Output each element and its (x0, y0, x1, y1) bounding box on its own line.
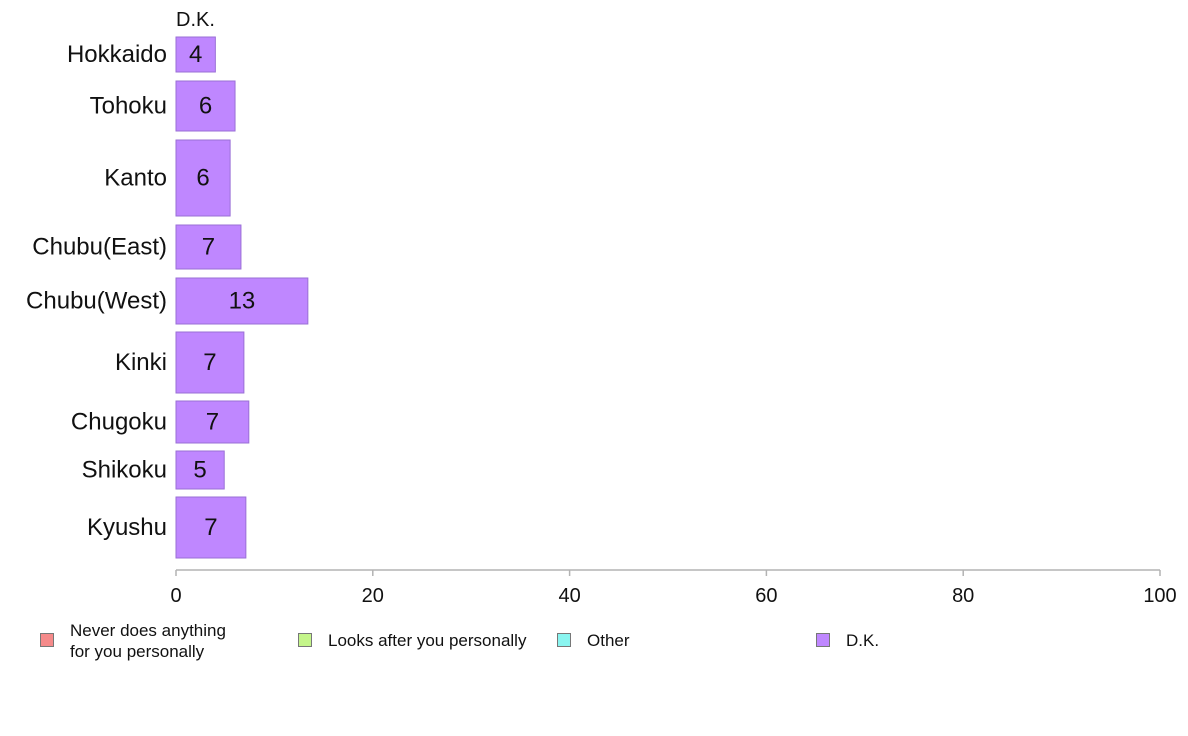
category-label-tohoku: Tohoku (90, 93, 167, 120)
legend-item-other: Other (557, 630, 630, 651)
x-tick-label-60: 60 (755, 585, 777, 607)
legend-label-never-does-anything: Never does anything for you personally (70, 621, 226, 661)
legend-swatch-dk (816, 633, 830, 647)
category-label-shikoku: Shikoku (82, 457, 167, 484)
value-label-tohoku: 6 (199, 93, 212, 120)
series-title: D.K. (176, 9, 215, 31)
x-tick-label-20: 20 (362, 585, 384, 607)
category-label-chugoku: Chugoku (71, 409, 167, 436)
bar-kanto (175, 139, 231, 217)
bar-tohoku (175, 80, 236, 132)
bar-chubu-west (175, 277, 309, 325)
legend-item-dk: D.K. (816, 630, 879, 651)
x-axis: 0 20 40 60 80 100 (170, 569, 1177, 607)
category-label-chubu-east: Chubu(East) (32, 234, 167, 261)
category-label-kanto: Kanto (104, 165, 167, 192)
bar-kinki (175, 331, 245, 394)
bar-shikoku (175, 450, 225, 490)
bar-chubu-east (175, 224, 242, 270)
legend-swatch-other (557, 633, 571, 647)
legend-label-looks-after-you: Looks after you personally (328, 631, 527, 650)
legend-swatch-never-does-anything (40, 633, 54, 647)
x-tick-label-0: 0 (170, 585, 181, 607)
value-label-shikoku: 5 (193, 457, 206, 484)
legend-item-looks-after-you: Looks after you personally (298, 630, 526, 651)
legend-item-never-does-anything: Never does anything for you personally (40, 620, 226, 662)
value-label-chubu-west: 13 (229, 288, 256, 315)
category-label-hokkaido: Hokkaido (67, 41, 167, 68)
bar-chart: D.K. Hokkaido 4 Tohoku 6 Kanto 6 Chubu(East) 7 C… (26, 9, 1177, 607)
value-label-chugoku: 7 (206, 409, 219, 436)
bar-chugoku (175, 400, 250, 444)
category-label-chubu-west: Chubu(West) (26, 288, 167, 315)
x-tick-label-100: 100 (1143, 585, 1176, 607)
x-tick-label-80: 80 (952, 585, 974, 607)
bars-group: Hokkaido 4 Tohoku 6 Kanto 6 Chubu(East) 7 Chubu(… (26, 36, 309, 559)
bar-kyushu (175, 496, 247, 559)
value-label-hokkaido: 4 (189, 41, 202, 68)
value-label-chubu-east: 7 (202, 234, 215, 261)
value-label-kanto: 6 (196, 165, 209, 192)
bar-hokkaido (175, 36, 216, 73)
value-label-kyushu: 7 (204, 514, 217, 541)
legend-swatch-looks-after-you (298, 633, 312, 647)
legend-label-dk: D.K. (846, 631, 880, 650)
value-label-kinki: 7 (203, 349, 216, 376)
x-tick-label-40: 40 (558, 585, 580, 607)
legend-label-other: Other (587, 631, 630, 650)
category-label-kyushu: Kyushu (87, 514, 167, 541)
category-label-kinki: Kinki (115, 349, 167, 376)
legend: Never does anything for you personally L… (40, 620, 1140, 670)
